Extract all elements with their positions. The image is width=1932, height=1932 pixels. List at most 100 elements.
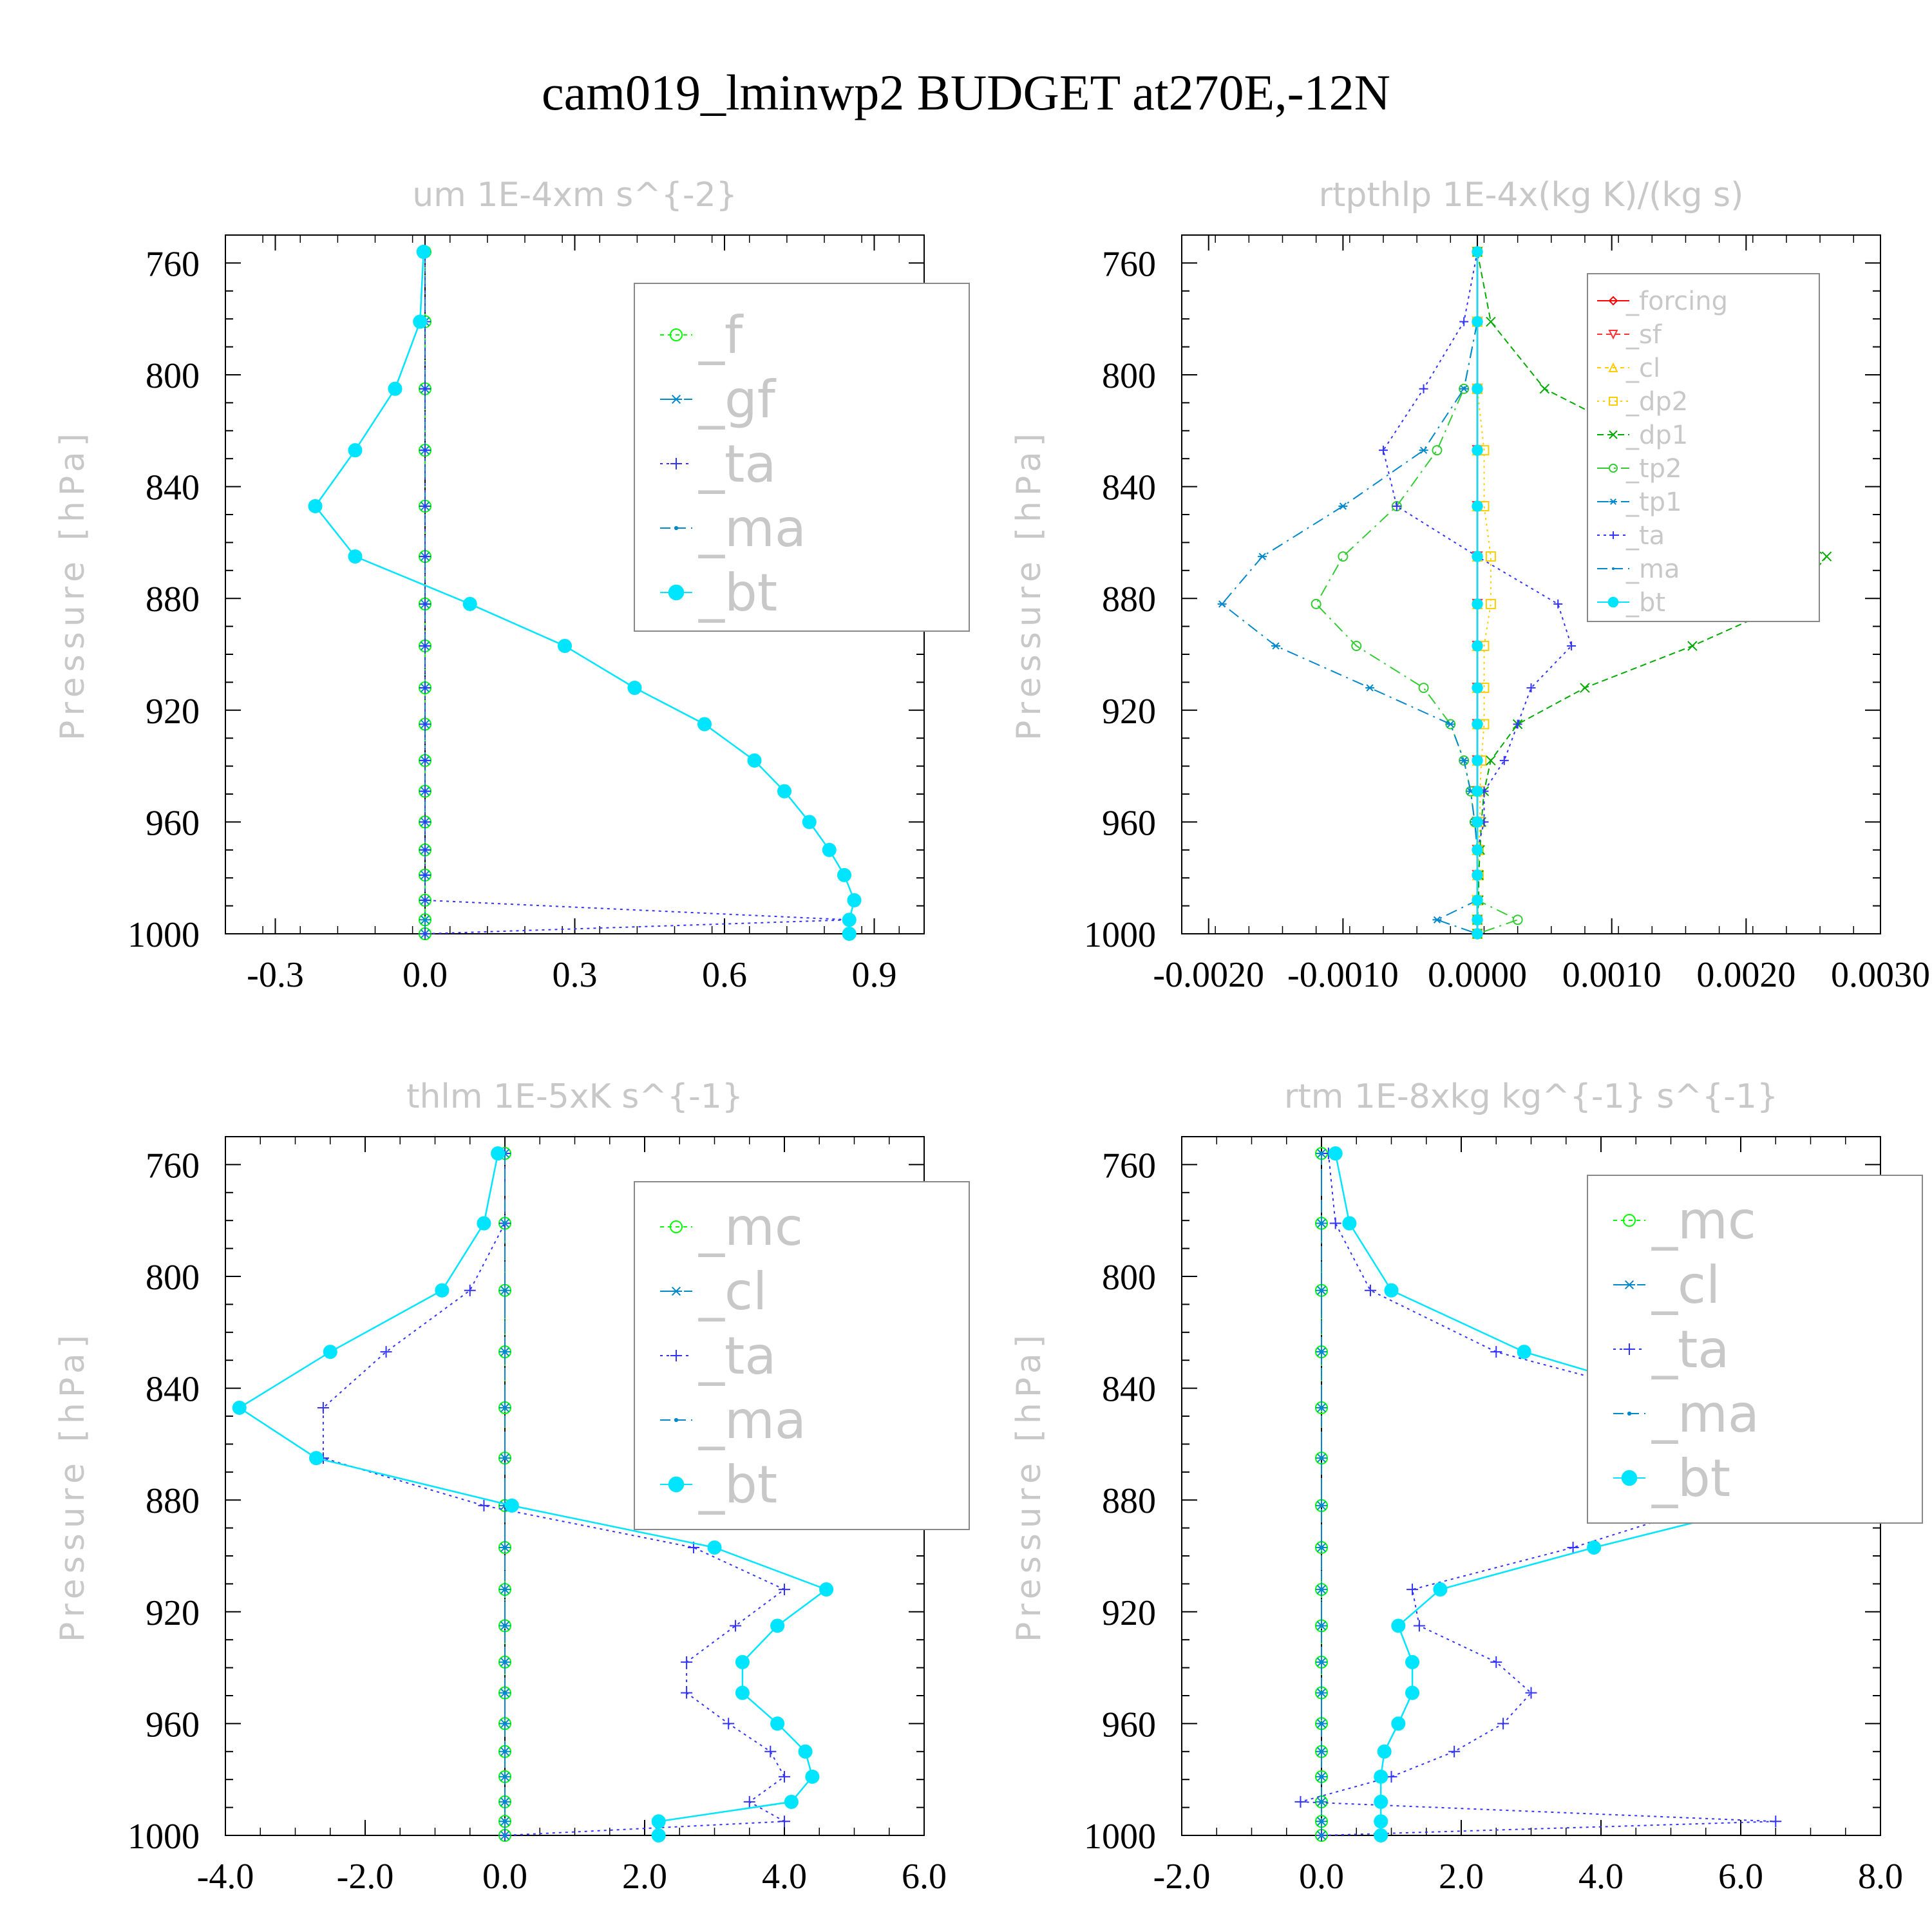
y-axis-label: Pressure [hPa] [1010,428,1048,741]
data-point [502,1350,507,1354]
data-point [847,893,862,907]
data-point [1319,1833,1324,1838]
legend-item: _ta [1597,521,1665,551]
data-point [1526,683,1536,693]
y-tick-label: 800 [1102,356,1156,396]
legend-label: _ta [698,434,776,494]
legend-marker [668,1476,685,1493]
data-point [1319,1799,1324,1804]
series-bt [308,245,862,942]
legend: _forcing _sf _cl _dp2 _dp1 _tp2 _tp1 _ta_ma _bt [1587,273,1820,622]
data-point [770,1716,785,1731]
data-point [1319,1221,1324,1226]
y-tick-label: 840 [146,468,200,508]
legend-item: _ma [660,498,806,558]
data-point [1567,641,1577,650]
data-point [1319,1151,1324,1156]
data-point [1459,757,1469,764]
data-point [1319,1624,1324,1628]
legend-box [634,283,970,632]
chart-panel-4: rtm 1E-8xkg kg^{-1} s^{-1} Pressure [hPa]… [1010,1077,1923,1897]
data-point [477,1216,491,1231]
data-point [1472,598,1483,610]
data-point [1374,1828,1388,1843]
y-tick-label: 840 [146,1370,200,1410]
data-point [1486,316,1496,327]
legend-label: _forcing [1625,287,1728,316]
x-tick-label: -0.0010 [1287,955,1399,995]
data-point [1319,1350,1324,1354]
legend-item: _gf [660,370,777,430]
series-line [322,1153,787,1836]
data-point [1472,755,1483,766]
series-bt [1472,246,1483,940]
legend-label: _ma [1625,554,1680,584]
y-axis-label: Pressure [hPa] [53,1330,92,1642]
data-point [1342,1216,1357,1231]
data-point [1364,1284,1376,1296]
legend-label: _ta [1625,521,1665,551]
data-point [735,1654,750,1669]
data-point [1391,1618,1406,1633]
data-point [1391,1716,1406,1731]
x-tick-label: 0.6 [702,955,747,995]
legend-marker [1608,362,1618,372]
y-tick-label: 840 [1102,1370,1156,1410]
data-point [1821,551,1832,562]
y-tick-label: 880 [1102,1481,1156,1521]
data-point [419,915,431,925]
x-tick-label: 0.0000 [1428,955,1527,995]
data-point [1539,383,1550,394]
y-tick-label: 920 [146,692,200,732]
data-point [491,1146,506,1161]
data-point [502,1819,507,1824]
y-tick-label: 880 [146,580,200,620]
legend-marker [1608,330,1618,340]
data-point [819,1582,834,1597]
data-point [764,1745,777,1757]
legend-box [634,1181,970,1530]
data-point [502,1799,507,1804]
data-point [502,1221,507,1226]
legend-label: _ma [698,498,806,558]
legend-item: _cl [1597,354,1660,383]
legend-marker [674,1417,679,1423]
y-tick-label: 920 [146,1593,200,1633]
chart-panel-3: thlm 1E-5xK s^{-1} Pressure [hPa] 760 800 84… [53,1077,970,1897]
data-point [1365,684,1375,692]
legend-item: _f [660,305,744,365]
data-point [502,1833,507,1838]
data-point [1419,446,1428,454]
data-point [1419,384,1428,393]
data-point [770,1618,785,1633]
data-point [1413,1620,1425,1632]
legend-marker [674,526,679,531]
data-point [1472,914,1483,925]
data-point [1513,719,1522,729]
series-tp1 [1217,248,1482,938]
data-point [1490,1656,1502,1668]
y-tick-label: 880 [1102,580,1156,620]
x-tick-label: 4.0 [1578,1857,1624,1897]
series-gf [419,247,431,939]
panel-title: thlm 1E-5xK s^{-1} [406,1077,743,1116]
data-point [1384,1283,1399,1298]
panel-title: rtm 1E-8xkg kg^{-1} s^{-1} [1284,1077,1778,1116]
legend-marker [670,1220,683,1233]
data-point [1472,551,1483,562]
x-tick-label: 2.0 [622,1857,667,1897]
legend-item: _bt [660,1455,777,1515]
legend-item: _cl [660,1262,767,1321]
panel-title: rtpthlp 1E-4x(kg K)/(kg s) [1319,176,1744,214]
data-point [1472,682,1483,694]
data-point [1432,916,1442,923]
data-point [1294,1795,1307,1808]
data-point [1517,1345,1531,1359]
data-point [1374,1794,1388,1809]
legend-marker [670,1350,682,1361]
data-point [1459,317,1469,327]
data-point [1512,914,1523,925]
chart-panels: um 1E-4xm s^{-2} Pressure [hPa] 760 800 840 8… [53,176,1930,1897]
data-point [1319,1660,1324,1665]
